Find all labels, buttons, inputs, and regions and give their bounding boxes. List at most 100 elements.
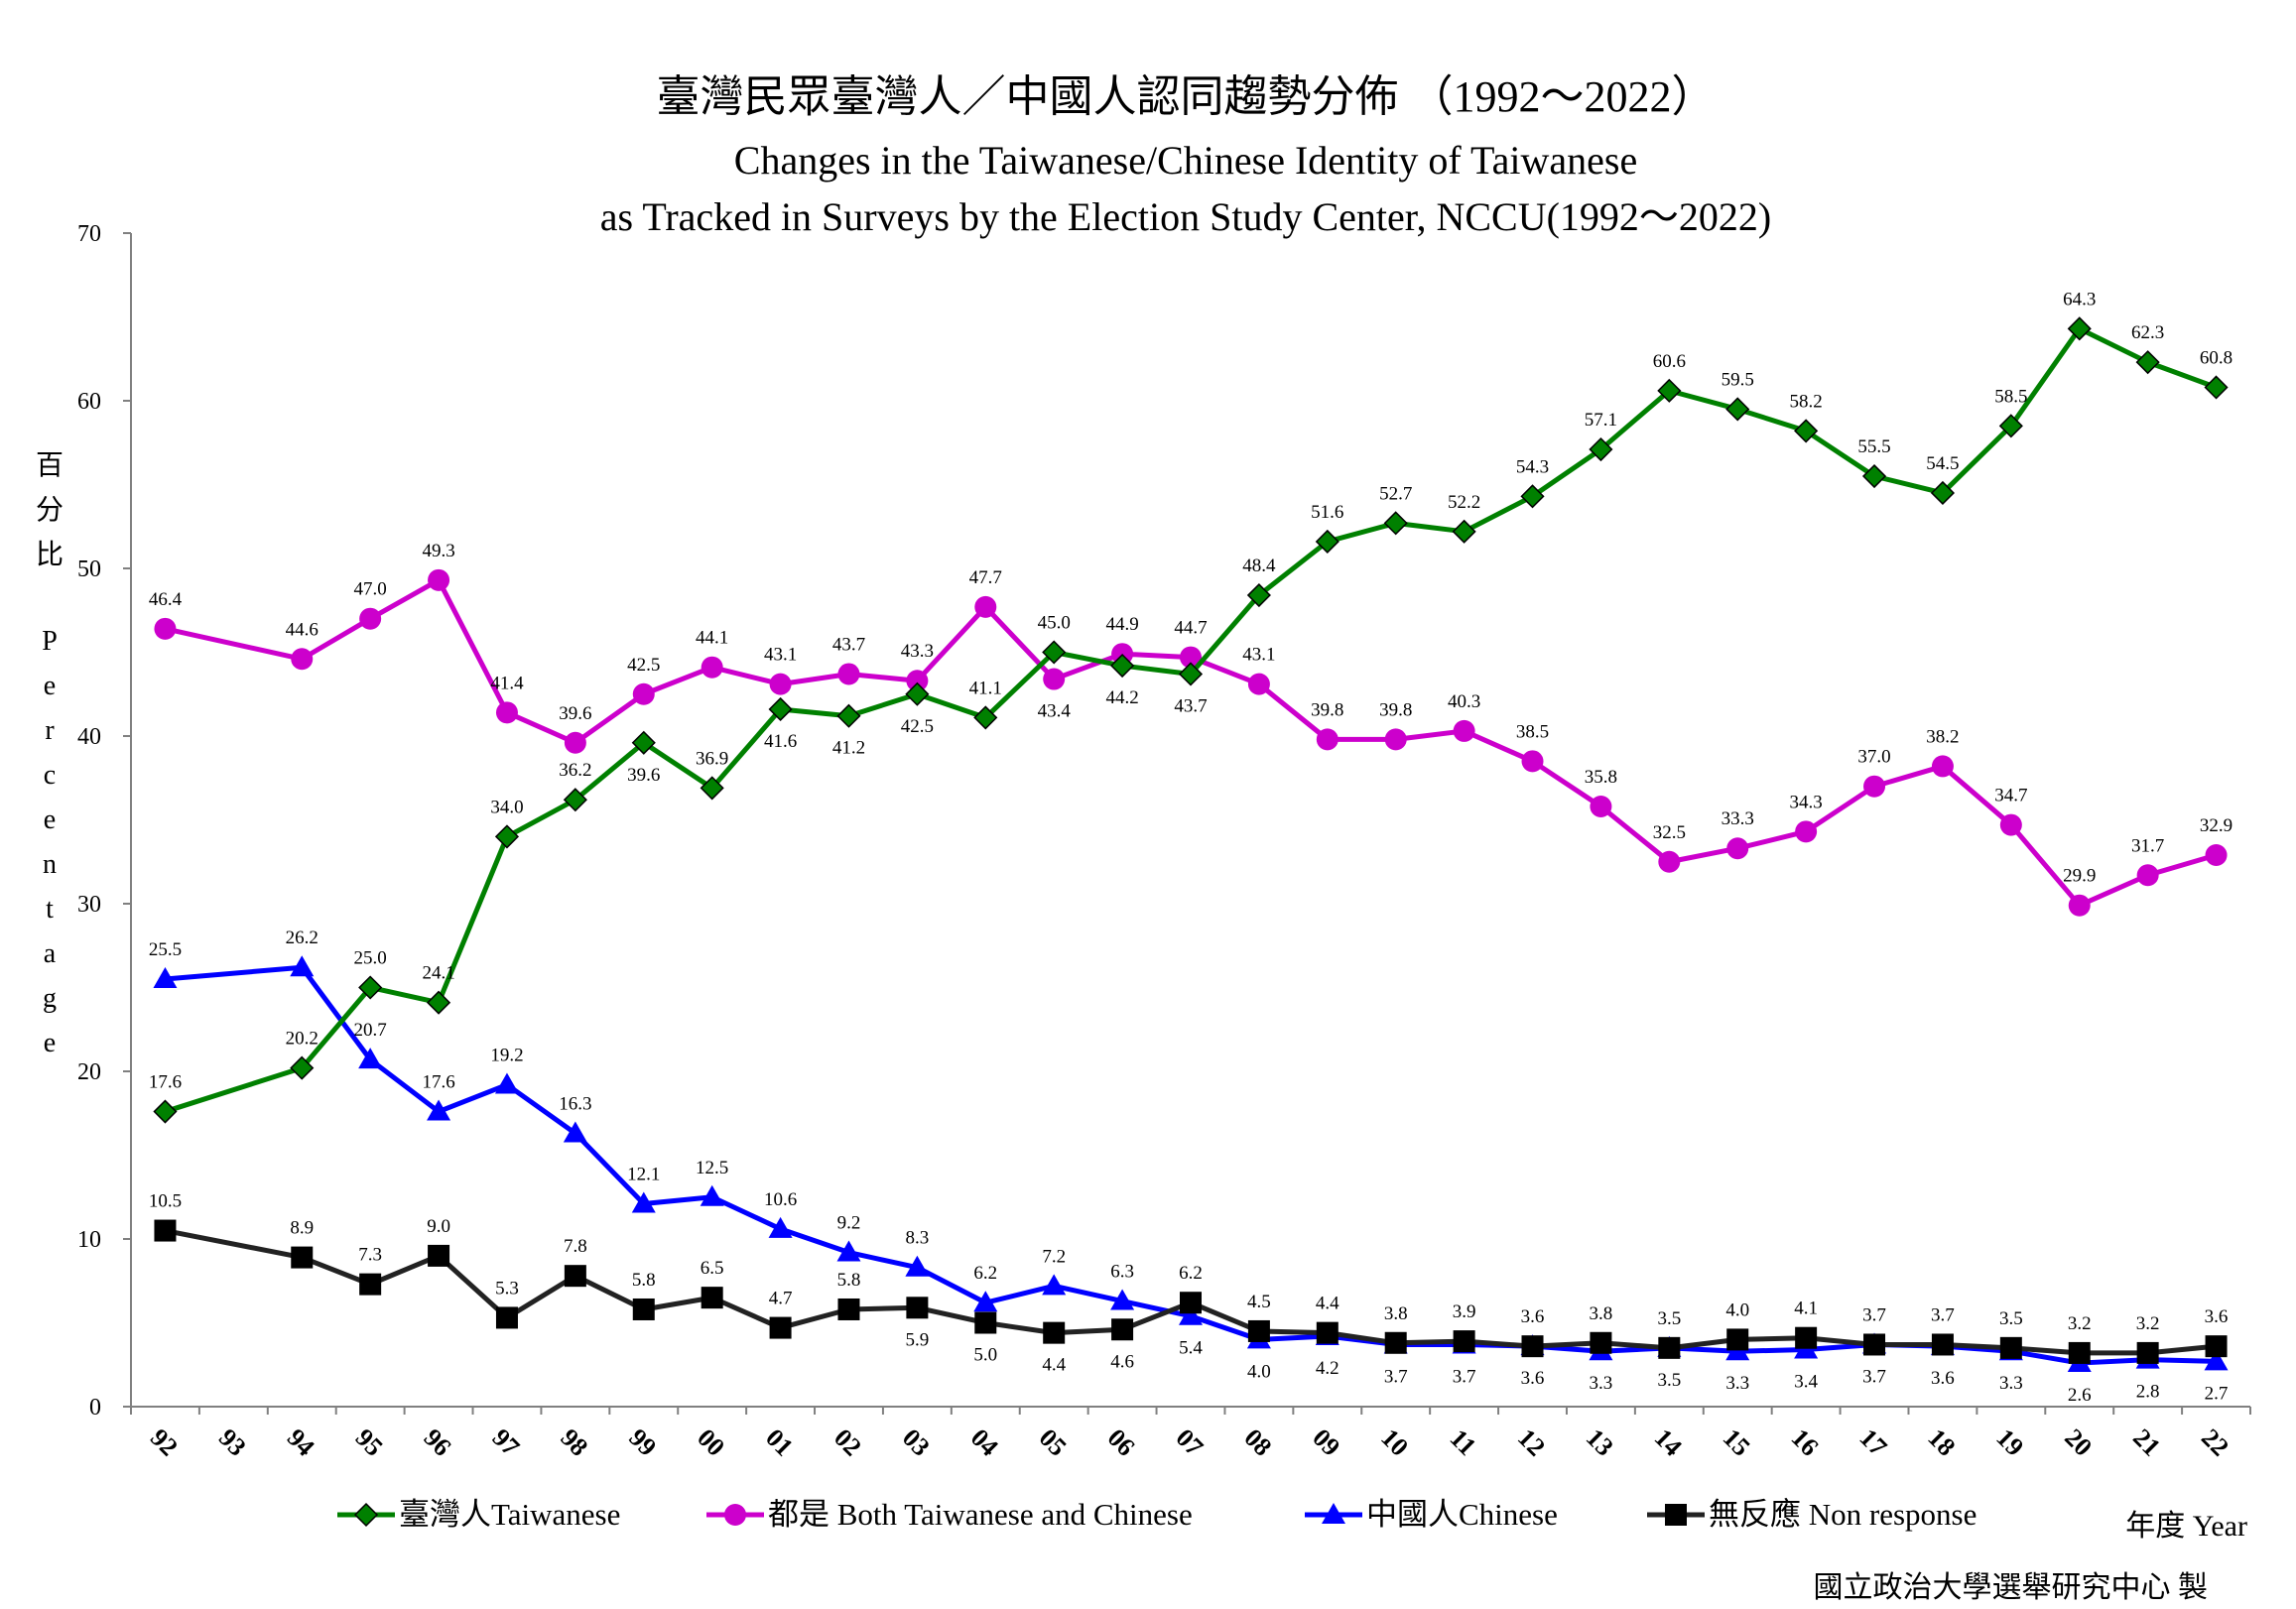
data-label: 54.3 <box>1516 456 1549 477</box>
x-tick-label: 95 <box>350 1423 389 1462</box>
data-point <box>1111 1318 1134 1341</box>
data-label: 41.4 <box>490 673 524 693</box>
data-point <box>1863 775 1886 798</box>
data-label: 3.3 <box>1999 1373 2023 1394</box>
data-point <box>291 1246 314 1269</box>
data-point <box>769 1316 792 1339</box>
data-label: 45.0 <box>1038 613 1071 634</box>
data-label: 16.3 <box>559 1094 591 1115</box>
data-label: 60.6 <box>1653 351 1686 372</box>
x-tick-label: 09 <box>1307 1423 1345 1462</box>
data-point <box>1665 1504 1687 1526</box>
data-point <box>1322 1503 1345 1524</box>
data-label: 39.8 <box>1311 699 1343 720</box>
x-tick-label: 02 <box>829 1423 867 1462</box>
data-label: 3.6 <box>1931 1368 1955 1389</box>
data-point <box>428 1244 450 1267</box>
data-point <box>837 663 860 685</box>
data-point <box>1589 436 1613 462</box>
y-axis-label-char: c <box>44 760 56 791</box>
data-label: 44.1 <box>696 628 728 649</box>
data-label: 38.5 <box>1516 721 1549 742</box>
series-3 <box>154 1219 2228 1364</box>
data-label: 35.8 <box>1585 767 1617 788</box>
data-label: 44.6 <box>286 619 319 640</box>
x-tick-label: 15 <box>1718 1423 1756 1462</box>
data-point <box>427 1099 451 1121</box>
data-label: 39.6 <box>559 703 591 724</box>
legend-item-1: 都是 Both Taiwanese and Chinese <box>706 1497 1193 1532</box>
y-axis-label-char: r <box>45 715 55 746</box>
y-axis-label-char: a <box>44 938 57 969</box>
data-label: 6.2 <box>1179 1263 1203 1284</box>
legend-label: 無反應 Non response <box>1709 1497 1977 1532</box>
legend-label: 臺灣人Taiwanese <box>399 1497 620 1532</box>
series-layer: 17.6 20.2 25.0 24.1 34.0 36.2 39.6 36.9 41.6 41.2… <box>149 289 2232 1406</box>
data-point <box>1180 1292 1202 1314</box>
data-point <box>1930 480 1955 506</box>
data-point <box>153 1099 178 1124</box>
data-point <box>1384 728 1407 751</box>
series-0 <box>153 316 2229 1124</box>
data-label: 54.5 <box>1926 453 1959 474</box>
chart-title: 臺灣民眾臺灣人／中國人認同趨勢分佈 （1992～2022） <box>657 72 1716 121</box>
series-line <box>164 325 2218 1114</box>
data-point <box>769 673 792 695</box>
x-tick-label: 99 <box>623 1423 662 1462</box>
data-point <box>1179 1303 1203 1325</box>
data-label: 47.0 <box>354 579 387 600</box>
data-point <box>974 595 997 618</box>
data-label: 3.7 <box>1931 1304 1955 1325</box>
data-label: 12.1 <box>627 1165 660 1185</box>
data-point <box>2205 843 2228 866</box>
x-tick-label: 03 <box>897 1423 936 1462</box>
data-label: 62.3 <box>2131 322 2164 343</box>
data-label: 12.5 <box>696 1158 728 1178</box>
data-point <box>153 967 178 989</box>
data-point <box>724 1504 746 1526</box>
legend-item-0: 臺灣人Taiwanese <box>337 1497 620 1532</box>
data-point <box>1795 820 1818 843</box>
data-label: 25.0 <box>354 948 387 969</box>
y-tick-label: 30 <box>77 892 101 918</box>
y-axis: 0 10 20 30 40 50 60 70 <box>77 221 132 1421</box>
data-label: 4.0 <box>1247 1361 1271 1382</box>
x-tick-label: 96 <box>419 1423 457 1462</box>
labels-series-0: 17.6 20.2 25.0 24.1 34.0 36.2 39.6 36.9 41.6 41.2… <box>149 289 2232 1092</box>
x-tick-label: 13 <box>1581 1423 1619 1462</box>
data-point <box>1453 719 1475 742</box>
x-tick-label: 14 <box>1649 1423 1688 1462</box>
data-label: 39.6 <box>627 765 660 786</box>
y-tick-label: 10 <box>77 1227 101 1253</box>
data-point <box>154 617 177 640</box>
chart-subtitle-line1: Changes in the Taiwanese/Chinese Identit… <box>734 138 1637 183</box>
data-point <box>905 681 930 706</box>
data-point <box>973 705 998 730</box>
data-label: 41.6 <box>764 731 797 752</box>
data-label: 55.5 <box>1857 436 1890 457</box>
data-label: 41.1 <box>969 678 1002 698</box>
data-point <box>1794 419 1819 443</box>
data-point <box>1110 1289 1135 1310</box>
data-label: 60.8 <box>2200 347 2232 368</box>
y-axis-label-char: g <box>43 983 57 1014</box>
data-point <box>1246 582 1271 608</box>
data-label: 4.5 <box>1247 1292 1271 1312</box>
source-note: 國立政治大學選舉研究中心 製 <box>1814 1571 2209 1604</box>
data-point <box>700 776 724 801</box>
data-point <box>1247 673 1270 695</box>
data-point <box>1521 750 1544 773</box>
data-point <box>1043 668 1066 690</box>
data-label: 6.2 <box>973 1263 997 1284</box>
data-label: 32.5 <box>1653 822 1686 843</box>
x-tick-label: 18 <box>1922 1423 1961 1462</box>
data-label: 42.5 <box>627 655 660 676</box>
data-point <box>1795 1326 1818 1349</box>
data-label: 52.2 <box>1448 492 1480 513</box>
data-label: 48.4 <box>1242 556 1276 576</box>
data-label: 3.5 <box>1657 1370 1681 1391</box>
data-point <box>632 1298 655 1320</box>
data-point <box>495 701 518 724</box>
data-label: 5.8 <box>837 1270 861 1291</box>
